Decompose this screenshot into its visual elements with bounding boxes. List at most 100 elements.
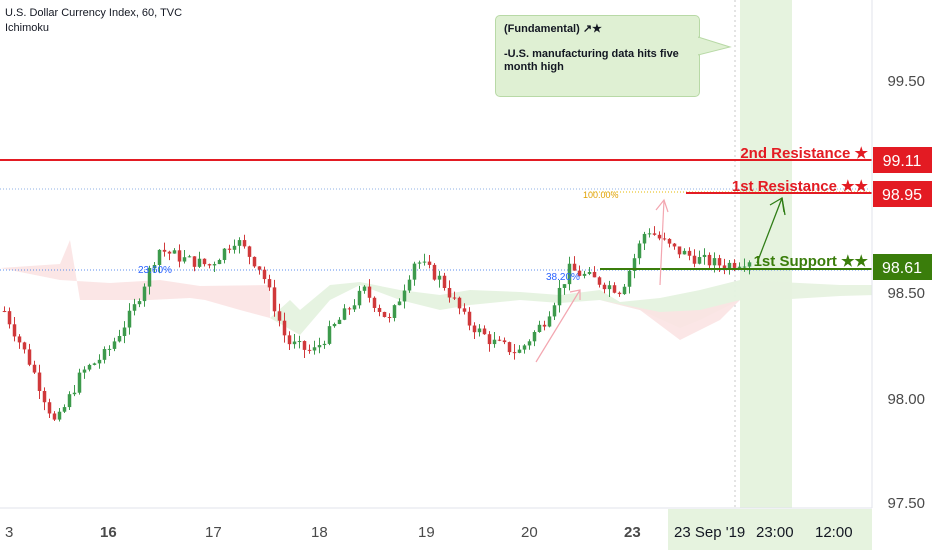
candle-body xyxy=(47,402,52,414)
s1-price-text: 98.61 xyxy=(882,260,922,277)
candle-body xyxy=(737,266,742,268)
projection-arrow xyxy=(756,196,786,264)
candle-body xyxy=(452,297,457,299)
candle-body xyxy=(42,390,47,403)
candle-body xyxy=(127,310,132,328)
time-axis-highlight xyxy=(668,509,872,550)
candle-body xyxy=(497,339,502,341)
candle-body xyxy=(657,234,662,239)
candle-body xyxy=(627,270,632,287)
candle-body xyxy=(337,319,342,324)
candle-body xyxy=(167,251,172,254)
candle-body xyxy=(177,250,182,262)
candle-body xyxy=(437,275,442,280)
callout-pointer xyxy=(698,36,732,56)
candle-body xyxy=(517,349,522,353)
candle-body xyxy=(92,363,97,365)
candles-layer xyxy=(2,226,752,422)
candle-body xyxy=(472,325,477,333)
candle-body xyxy=(357,290,362,306)
candle-body xyxy=(507,342,512,353)
candle-body xyxy=(117,336,122,342)
candle-body xyxy=(137,301,142,305)
candle-body xyxy=(227,248,232,250)
price-tick-9750: 97.50 xyxy=(887,495,925,512)
fib-236-label: 23.60% xyxy=(138,265,172,276)
time-tick-18: 18 xyxy=(311,524,328,541)
candle-body xyxy=(22,342,27,350)
candle-body xyxy=(287,335,292,345)
candle-body xyxy=(577,270,582,276)
candle-body xyxy=(677,246,682,255)
candle-body xyxy=(387,317,392,319)
candle-body xyxy=(352,305,357,310)
r2-price-badge xyxy=(873,147,932,173)
candle-body xyxy=(522,345,527,350)
candle-body xyxy=(122,327,127,337)
indicator-label[interactable]: Ichimoku xyxy=(5,22,50,34)
candle-body xyxy=(272,287,277,312)
price-tick-9850: 98.50 xyxy=(887,285,925,302)
ichimoku-cloud xyxy=(0,240,875,340)
candle-body xyxy=(712,258,717,266)
candle-body xyxy=(37,372,42,391)
candle-body xyxy=(257,266,262,270)
candle-body xyxy=(602,284,607,290)
candle-body xyxy=(302,341,307,350)
candle-body xyxy=(57,411,62,420)
candle-body xyxy=(487,334,492,345)
candle-body xyxy=(662,238,667,240)
candle-body xyxy=(307,349,312,351)
candle-body xyxy=(402,290,407,302)
candle-body xyxy=(462,308,467,312)
candle-body xyxy=(457,297,462,309)
candle-body xyxy=(32,364,37,373)
price-tick-9950: 99.50 xyxy=(887,73,925,90)
candle-body xyxy=(442,275,447,288)
chart-header: U.S. Dollar Currency Index, 60, TVC Ichi… xyxy=(5,6,182,36)
candle-body xyxy=(277,311,282,321)
candle-body xyxy=(747,262,752,267)
price-axis[interactable]: 99.50 98.50 98.00 97.50 99.11 98.95 98.6… xyxy=(871,0,932,512)
candle-body xyxy=(492,339,497,345)
candle-body xyxy=(347,308,352,310)
candle-body xyxy=(557,287,562,306)
candle-body xyxy=(412,263,417,280)
candle-body xyxy=(247,246,252,257)
candle-body xyxy=(52,413,57,420)
bull-arrow-1 xyxy=(535,198,669,363)
candle-body xyxy=(112,341,117,349)
candle-body xyxy=(217,259,222,265)
candle-body xyxy=(547,316,552,327)
candle-body xyxy=(562,284,567,288)
candle-body xyxy=(672,243,677,247)
candle-body xyxy=(527,341,532,346)
r1-price-badge xyxy=(873,181,932,207)
candle-body xyxy=(367,286,372,298)
fundamental-callout[interactable]: (Fundamental) ↗★ -U.S. manufacturing dat… xyxy=(495,15,700,97)
candle-body xyxy=(242,240,247,247)
candle-body xyxy=(742,266,747,268)
s1-price-badge xyxy=(873,254,932,280)
candle-body xyxy=(162,249,167,252)
candle-body xyxy=(297,341,302,343)
candle-body xyxy=(572,263,577,271)
candle-body xyxy=(322,343,327,346)
time-axis[interactable]: 3 16 17 18 19 20 23 23 Sep '19 23:00 12:… xyxy=(0,507,932,550)
candle-body xyxy=(732,262,737,268)
time-tick-20: 20 xyxy=(521,524,538,541)
candle-body xyxy=(482,328,487,335)
candle-body xyxy=(252,256,257,267)
candle-body xyxy=(82,369,87,373)
candle-body xyxy=(262,269,267,280)
r2-price-text: 99.11 xyxy=(883,153,922,170)
candle-body xyxy=(97,359,102,364)
candle-body xyxy=(647,233,652,235)
symbol-title[interactable]: U.S. Dollar Currency Index, 60, TVC xyxy=(5,7,183,19)
candle-body xyxy=(582,273,587,276)
time-tick-16: 16 xyxy=(100,524,117,541)
candle-body xyxy=(152,264,157,268)
candle-body xyxy=(407,279,412,291)
candle-body xyxy=(67,394,72,408)
